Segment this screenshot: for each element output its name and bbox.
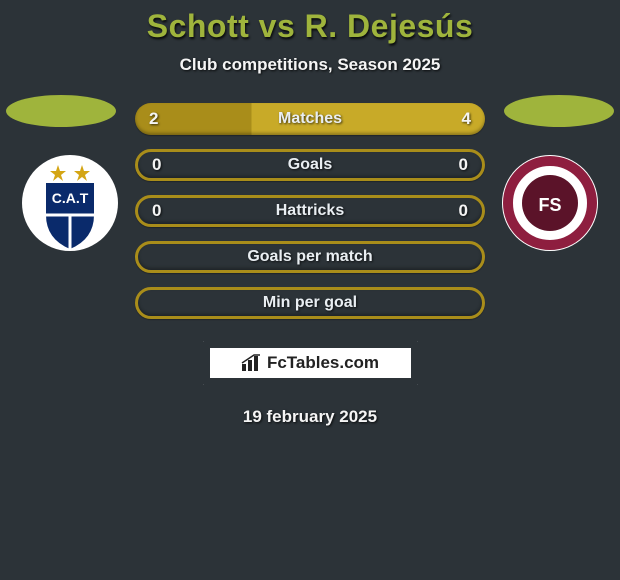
left-player-oval xyxy=(6,95,116,127)
stat-label: Goals per match xyxy=(138,244,482,270)
stat-bar: Goals per match xyxy=(135,241,485,273)
comparison-body: C.A.T FS 24Matches 00Goals 00Hattricks Goal… xyxy=(0,103,620,319)
shield-icon: FS xyxy=(500,153,600,253)
stat-bar: 00Goals xyxy=(135,149,485,181)
comparison-card: Schott vs R. Dejesús Club competitions, … xyxy=(0,0,620,427)
season-subtitle: Club competitions, Season 2025 xyxy=(180,55,441,75)
stat-bars: 24Matches 00Goals 00Hattricks Goals per mat… xyxy=(135,103,485,319)
brand-text: FcTables.com xyxy=(267,353,379,373)
brand-badge[interactable]: FcTables.com xyxy=(203,341,418,385)
stat-bar: 24Matches xyxy=(135,103,485,135)
stat-label: Hattricks xyxy=(138,198,482,224)
right-team-crest: FS xyxy=(500,153,600,253)
svg-text:C.A.T: C.A.T xyxy=(52,190,89,206)
stat-label: Goals xyxy=(138,152,482,178)
left-team-crest: C.A.T xyxy=(20,153,120,253)
stat-label: Matches xyxy=(135,103,485,135)
stat-bar: Min per goal xyxy=(135,287,485,319)
bar-chart-icon xyxy=(241,354,263,372)
stat-label: Min per goal xyxy=(138,290,482,316)
stat-bar: 00Hattricks xyxy=(135,195,485,227)
svg-text:FS: FS xyxy=(538,195,561,215)
page-title: Schott vs R. Dejesús xyxy=(147,8,474,45)
match-date: 19 february 2025 xyxy=(243,407,377,427)
right-player-oval xyxy=(504,95,614,127)
shield-icon: C.A.T xyxy=(20,153,120,253)
